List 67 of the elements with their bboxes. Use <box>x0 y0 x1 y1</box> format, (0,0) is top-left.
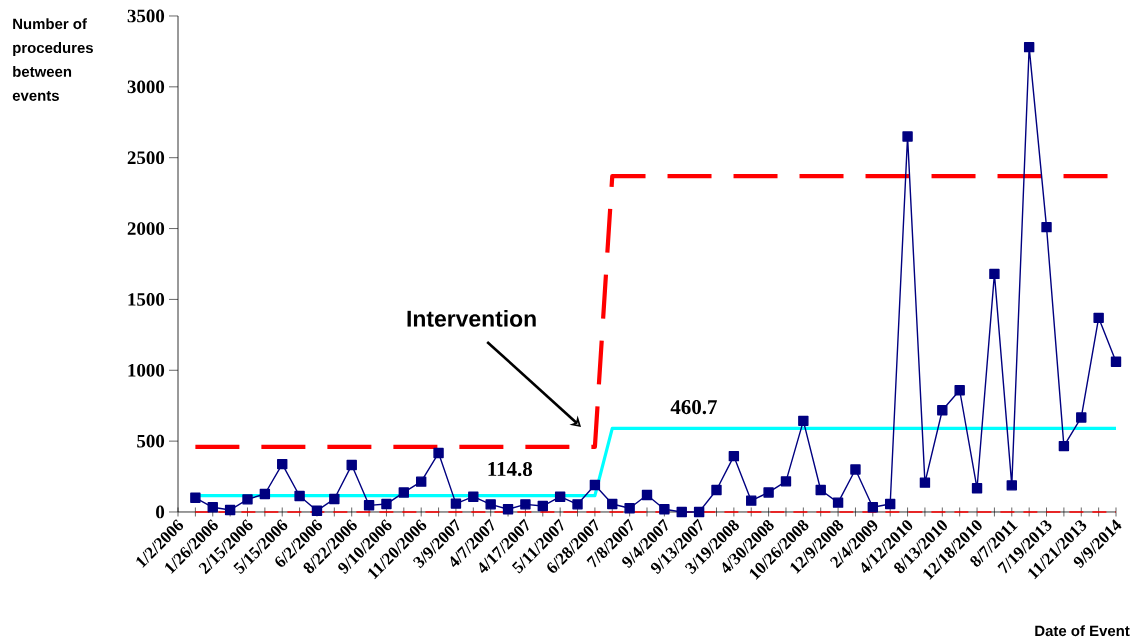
y-tick-label: 3000 <box>127 80 165 94</box>
point <box>763 487 774 498</box>
point <box>190 492 201 504</box>
point <box>954 385 965 396</box>
point <box>346 459 357 471</box>
point <box>624 503 635 514</box>
annotation: 114.8 <box>488 461 533 477</box>
point <box>468 491 479 502</box>
point <box>989 268 1000 280</box>
y-tick-label: 2000 <box>127 222 165 235</box>
point <box>659 504 670 515</box>
point <box>676 506 687 518</box>
point <box>520 499 531 510</box>
y-tick-label: 1000 <box>128 363 165 377</box>
point <box>1110 356 1122 367</box>
point <box>1023 41 1035 53</box>
point <box>1041 221 1052 233</box>
y-tick-label: 500 <box>137 434 165 448</box>
y-tick-label: 3500 <box>127 9 165 23</box>
point <box>1093 312 1104 324</box>
point <box>433 447 444 459</box>
point <box>728 450 740 462</box>
y-tick-label: 0 <box>156 505 165 519</box>
point <box>607 498 618 510</box>
point <box>381 498 392 510</box>
y-tick-label: 1500 <box>128 293 165 306</box>
point <box>363 500 375 511</box>
point <box>207 502 218 513</box>
point <box>971 483 983 494</box>
point <box>502 504 514 515</box>
point <box>329 493 340 505</box>
point <box>1006 480 1017 491</box>
point <box>398 487 410 498</box>
point <box>554 491 566 502</box>
point <box>572 499 583 510</box>
point <box>711 484 722 496</box>
point <box>1076 412 1087 423</box>
point <box>780 476 792 487</box>
point <box>589 479 601 491</box>
point <box>242 494 253 505</box>
point <box>815 484 826 496</box>
point <box>277 458 288 470</box>
point <box>485 499 496 510</box>
point <box>850 464 861 475</box>
point <box>884 498 896 510</box>
point <box>832 497 844 508</box>
x-axis-title: Date of Event <box>1035 625 1130 637</box>
annotation: Intervention <box>407 309 536 327</box>
point <box>641 489 653 501</box>
y-tick-label: 2500 <box>127 151 165 165</box>
y-axis-title: Number of procedures between events <box>12 18 93 101</box>
point <box>693 506 705 518</box>
point <box>902 131 913 142</box>
point <box>311 505 323 516</box>
point <box>867 502 879 513</box>
point <box>294 490 305 502</box>
point <box>937 405 948 416</box>
point <box>537 500 548 512</box>
point <box>224 504 236 516</box>
point <box>798 415 809 427</box>
point <box>259 488 271 500</box>
point <box>1058 440 1070 452</box>
point <box>746 495 757 506</box>
annotation: 460.7 <box>670 400 717 415</box>
point <box>919 477 931 488</box>
point <box>450 498 462 509</box>
point <box>415 476 427 487</box>
